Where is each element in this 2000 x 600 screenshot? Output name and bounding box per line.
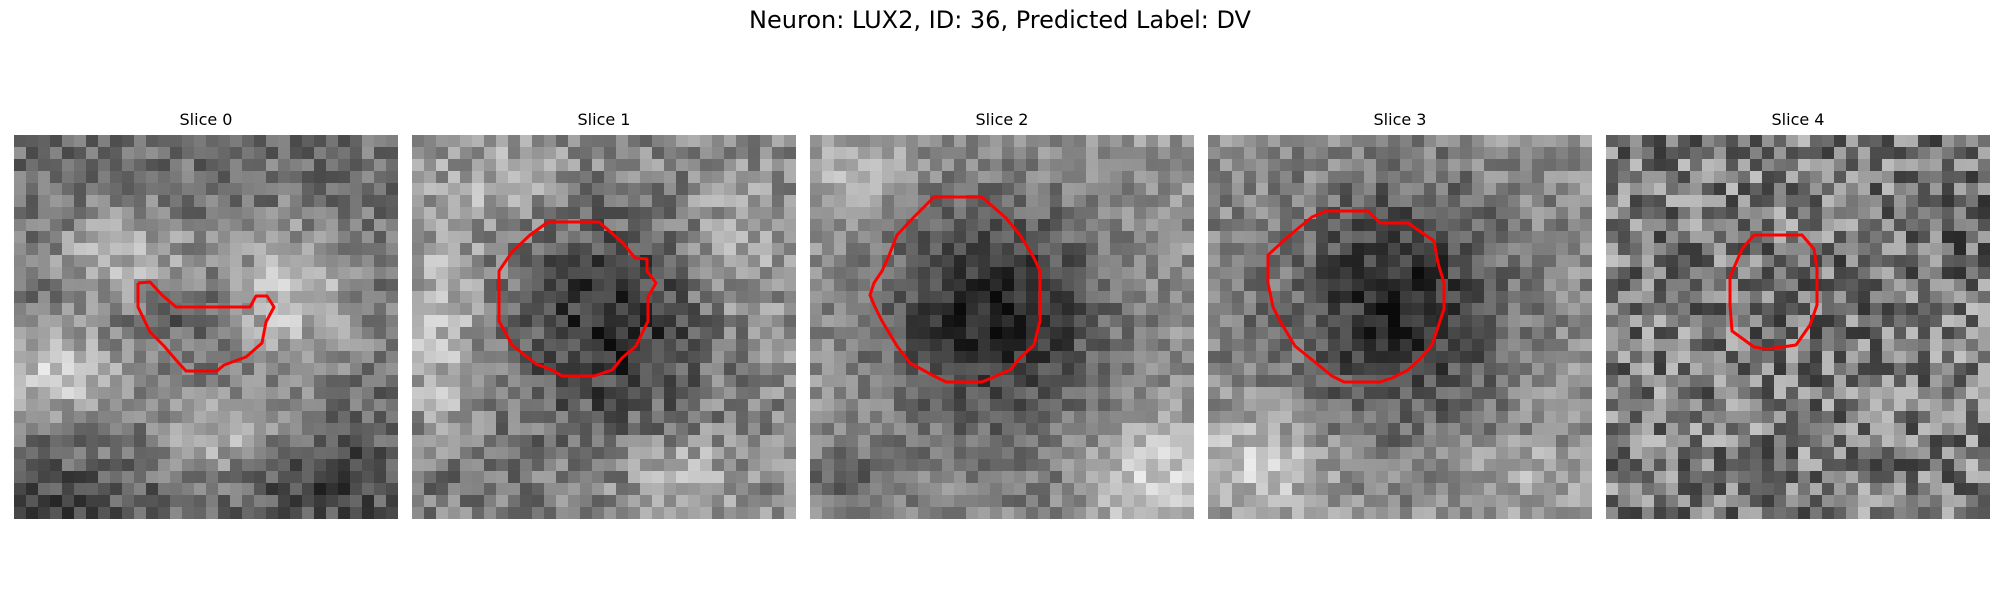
slice-title: Slice 2 bbox=[975, 110, 1029, 129]
figure-title: Neuron: LUX2, ID: 36, Predicted Label: D… bbox=[749, 6, 1251, 34]
slice-image bbox=[412, 135, 796, 519]
neuron-contour bbox=[868, 195, 1042, 384]
slice-title: Slice 3 bbox=[1373, 110, 1427, 129]
slice-title: Slice 4 bbox=[1771, 110, 1825, 129]
slice-panel-2: Slice 2 bbox=[810, 109, 1194, 519]
slice-image bbox=[14, 135, 398, 519]
slice-panel-1: Slice 1 bbox=[412, 109, 796, 519]
slice-panel-0: Slice 0 bbox=[14, 109, 398, 519]
slice-title: Slice 0 bbox=[179, 110, 233, 129]
slice-image bbox=[1606, 135, 1990, 519]
neuron-contour bbox=[136, 280, 276, 373]
slice-title: Slice 1 bbox=[577, 110, 631, 129]
neuron-contour bbox=[1266, 209, 1446, 384]
neuron-contour bbox=[1728, 233, 1819, 351]
slice-image bbox=[810, 135, 1194, 519]
slice-panel-4: Slice 4 bbox=[1606, 109, 1990, 519]
slice-image bbox=[1208, 135, 1592, 519]
slice-panel-3: Slice 3 bbox=[1208, 109, 1592, 519]
neuron-contour bbox=[497, 220, 658, 378]
